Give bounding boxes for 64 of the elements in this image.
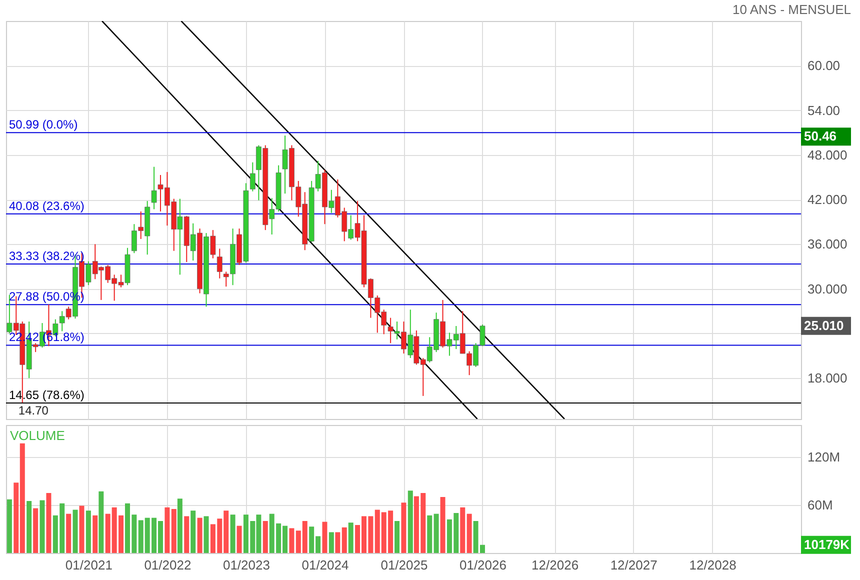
x-tick-label: 12/2026 (532, 558, 579, 572)
y-tick-label: 48.000 (808, 147, 848, 162)
bar (26, 501, 32, 553)
text: 50.46 (804, 128, 837, 144)
text: 10179K (804, 536, 850, 552)
x-tick-label: 12/2027 (610, 558, 658, 572)
bar (171, 509, 176, 553)
bar (401, 502, 406, 553)
y-tick-label: 42.000 (808, 192, 848, 208)
candlestick (151, 166, 157, 210)
bar (322, 522, 328, 553)
bar (460, 507, 466, 553)
y-tick-label: 120M (808, 450, 840, 464)
bar (86, 510, 91, 553)
x-tick-label: 01/2022 (144, 558, 192, 572)
y-tick-label: 36.000 (808, 236, 848, 252)
bar (236, 526, 242, 553)
text: 25.010 (804, 318, 844, 333)
bar (262, 521, 268, 553)
bar (33, 508, 38, 553)
x-tick-label: 01/2026 (459, 558, 506, 572)
bar (6, 499, 12, 553)
candlestick (216, 248, 222, 279)
bar (164, 507, 170, 553)
y-tick-label: 30.000 (808, 281, 848, 296)
x-tick-label: 01/2024 (302, 558, 349, 572)
bar (394, 521, 400, 553)
y-tick-label: 60.00 (808, 58, 840, 74)
bar (79, 506, 84, 553)
bar (427, 515, 432, 553)
bar (184, 516, 190, 553)
y-tick-label: 18.000 (808, 370, 848, 386)
annotation: 14.70 (18, 404, 49, 418)
x-tick-label: 01/2023 (222, 558, 270, 572)
ref-line-label: 40.08 (23.6%) (9, 198, 84, 213)
x-tick-label: 01/2025 (380, 558, 428, 572)
bar (440, 497, 446, 553)
bar (335, 532, 340, 553)
bar (204, 516, 209, 553)
bar (466, 514, 472, 553)
bar (289, 528, 294, 553)
y-tick-label: 60M (808, 498, 833, 512)
bar (197, 518, 202, 553)
ref-line-label: 50.99 (0.0%) (9, 118, 78, 132)
bar (230, 514, 236, 553)
chart-title: VOLUME (10, 428, 66, 443)
bar (66, 514, 72, 553)
bar (92, 515, 98, 553)
candlestick (250, 162, 256, 192)
bar (46, 493, 52, 553)
bar (348, 522, 354, 553)
bar (190, 510, 196, 553)
x-tick-label: 12/2028 (689, 558, 736, 572)
chart-title: 10 ANS - MENSUEL (732, 2, 851, 17)
bar (328, 532, 334, 553)
x-tick-label: 01/2021 (65, 558, 112, 572)
bar (98, 491, 104, 553)
bar (408, 490, 413, 553)
bar (434, 514, 439, 553)
bar (177, 498, 182, 553)
y-tick-label: 54.00 (808, 102, 840, 118)
bar (40, 500, 45, 553)
bar (342, 527, 347, 553)
bar (72, 510, 78, 553)
